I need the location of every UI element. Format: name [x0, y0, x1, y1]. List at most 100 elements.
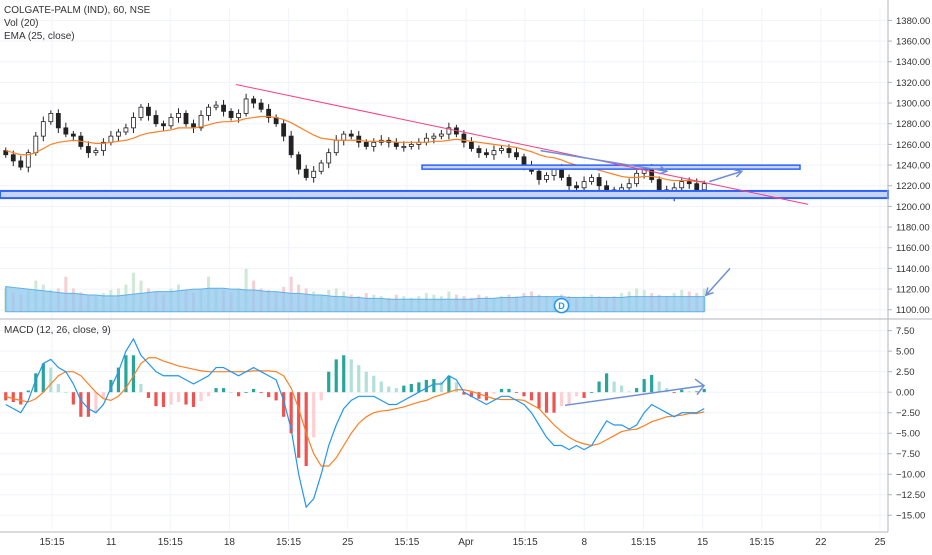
candle-body — [213, 104, 219, 108]
x-tick-label: 15:15 — [513, 537, 538, 548]
candle-body — [476, 148, 482, 154]
candle-body — [123, 127, 129, 133]
macd-histogram-bar — [297, 392, 301, 458]
candle-body — [281, 123, 287, 137]
candle-body — [536, 170, 542, 180]
x-tick-label: 15:15 — [276, 537, 301, 548]
macd-histogram-bar — [64, 392, 68, 393]
candle-body — [108, 135, 114, 143]
macd-histogram-bar — [574, 392, 579, 397]
candle-body — [634, 172, 640, 185]
macd-divergence-arrow — [564, 384, 705, 407]
candle-body — [221, 104, 226, 112]
macd-histogram-bar — [364, 371, 368, 393]
candle-body — [198, 115, 204, 129]
candle-body — [581, 181, 587, 189]
macd-label: MACD (12, 26, close, 9) — [4, 325, 111, 336]
candle-body — [48, 113, 54, 123]
volume-label: Vol (20) — [4, 18, 39, 29]
candle-body — [10, 154, 16, 162]
macd-tick-label: −5.00 — [896, 429, 920, 440]
candle-body — [701, 183, 707, 191]
y-tick-label: 1340.00 — [896, 57, 930, 68]
signal-line — [5, 357, 705, 467]
candle-body — [206, 106, 211, 116]
x-tick-label: 11 — [106, 537, 117, 548]
macd-histogram-bar — [559, 392, 564, 407]
candle-body — [356, 135, 362, 143]
candle-body — [138, 106, 144, 118]
macd-histogram-bar — [582, 392, 586, 398]
price-legend: COLGATE-PALM (IND), 60, NSE Vol (20) EMA… — [4, 4, 150, 43]
macd-histogram-bar — [702, 388, 706, 393]
x-tick-label: 25 — [342, 537, 354, 548]
macd-line — [5, 337, 705, 509]
macd-histogram-bar — [319, 392, 323, 401]
candle-body — [371, 141, 377, 147]
macd-histogram-bar — [544, 392, 549, 413]
y-tick-label: 1220.00 — [896, 181, 930, 192]
candle-body — [176, 113, 181, 118]
macd-histogram-bar — [537, 392, 541, 409]
candle-body — [656, 179, 662, 191]
macd-histogram-bar — [529, 392, 534, 401]
candle-body — [40, 121, 46, 137]
macd-histogram-bar — [379, 381, 383, 393]
macd-histogram-bar — [86, 392, 90, 417]
arrow-volume-head — [704, 287, 714, 297]
candle-body — [469, 141, 474, 149]
macd-histogram-bar — [514, 392, 519, 394]
macd-histogram-bar — [402, 385, 406, 393]
macd-histogram-bar — [41, 363, 45, 393]
ema-label: EMA (25, close) — [4, 31, 75, 42]
arrow-down-head — [659, 165, 669, 175]
macd-histogram-bar — [620, 385, 624, 393]
macd-histogram-bar — [492, 392, 496, 394]
y-tick-label: 1100.00 — [896, 305, 930, 316]
macd-histogram-bar — [349, 359, 353, 393]
candle-body — [236, 113, 241, 118]
macd-histogram-bar — [627, 391, 631, 393]
candle-body — [168, 117, 174, 127]
macd-histogram-bar — [289, 392, 293, 434]
x-tick-label: 22 — [815, 537, 827, 548]
candle-body — [258, 102, 264, 110]
macd-histogram-bar — [19, 392, 23, 405]
arrow-down — [540, 149, 668, 173]
macd-histogram-bar — [432, 379, 436, 393]
candle-body — [589, 177, 594, 182]
x-tick-label: Apr — [458, 537, 474, 548]
macd-histogram-bar — [462, 392, 466, 395]
candle-body — [461, 133, 467, 143]
candle-body — [288, 135, 294, 156]
candle-body — [574, 185, 579, 189]
macd-histogram-bar — [56, 383, 60, 393]
macd-histogram-bar — [612, 381, 616, 393]
macd-histogram-bar — [34, 373, 38, 393]
y-tick-label: 1300.00 — [896, 99, 930, 110]
macd-histogram-bar — [154, 392, 158, 407]
macd-histogram-bar — [259, 392, 263, 394]
macd-histogram-bar — [605, 373, 609, 393]
macd-histogram-bar — [169, 392, 173, 405]
macd-histogram-bar — [252, 388, 256, 393]
macd-histogram-bar — [327, 371, 331, 393]
candle-body — [446, 127, 452, 135]
candle-body — [626, 183, 632, 189]
x-tick-label: 25 — [874, 537, 886, 548]
macd-histogram-bar — [146, 392, 151, 398]
macd-tick-label: −12.50 — [896, 490, 925, 501]
candle-body — [596, 177, 602, 187]
candle-body — [649, 168, 655, 180]
trend-line — [235, 83, 809, 205]
macd-histogram-bar — [454, 382, 458, 393]
candle-body — [514, 152, 519, 158]
volume-ma-area — [5, 286, 705, 313]
y-tick-label: 1260.00 — [896, 140, 930, 151]
candle-body — [679, 181, 685, 189]
x-tick-label: 18 — [224, 537, 236, 548]
candle-body — [18, 160, 24, 168]
macd-histogram-bar — [409, 383, 413, 393]
